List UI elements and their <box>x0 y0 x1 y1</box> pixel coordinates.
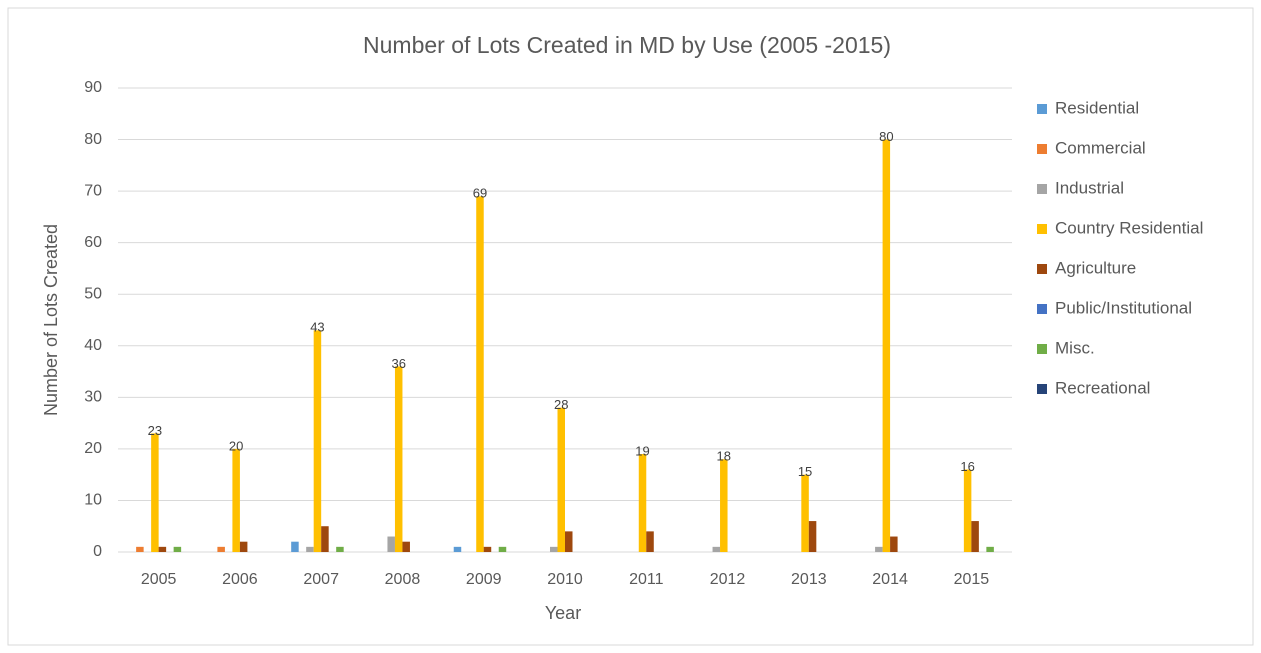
bar <box>387 536 395 552</box>
x-tick-label: 2009 <box>466 571 502 588</box>
legend-label: Misc. <box>1055 338 1095 357</box>
x-tick-label: 2011 <box>629 571 664 588</box>
bar <box>173 546 182 552</box>
x-tick-label: 2006 <box>222 571 258 588</box>
data-label: 69 <box>473 186 487 201</box>
legend-swatch <box>1037 104 1047 114</box>
x-tick-label: 2008 <box>385 571 421 588</box>
bar <box>394 366 403 552</box>
legend-label: Commercial <box>1055 138 1146 157</box>
bar <box>963 469 972 552</box>
bar <box>557 407 565 552</box>
bar <box>890 536 898 552</box>
bar <box>151 433 159 552</box>
data-label: 16 <box>960 459 974 474</box>
y-axis-label: Number of Lots Created <box>41 224 61 416</box>
x-tick-label: 2005 <box>141 571 177 588</box>
y-tick-label: 50 <box>84 285 102 302</box>
legend-label: Residential <box>1055 98 1139 117</box>
x-tick-label: 2010 <box>547 571 583 588</box>
bar <box>646 531 654 552</box>
legend-label: Country Residential <box>1055 218 1203 237</box>
bar <box>498 546 507 552</box>
chart-title: Number of Lots Created in MD by Use (200… <box>363 32 891 58</box>
y-tick-label: 0 <box>93 543 102 560</box>
data-label: 28 <box>554 397 568 412</box>
bar <box>402 541 410 552</box>
bar <box>158 546 167 552</box>
bar <box>217 546 225 552</box>
y-tick-label: 60 <box>84 234 102 251</box>
data-label: 15 <box>798 464 812 479</box>
bar <box>712 546 721 552</box>
bar <box>313 330 322 552</box>
y-tick-label: 10 <box>84 492 102 509</box>
bar <box>638 454 647 552</box>
legend-swatch <box>1037 264 1047 274</box>
legend-swatch <box>1037 344 1047 354</box>
y-tick-label: 80 <box>84 131 102 148</box>
bar <box>882 139 891 553</box>
data-label: 23 <box>148 423 162 438</box>
bar <box>453 546 462 552</box>
legend-swatch <box>1037 144 1047 154</box>
y-tick-label: 90 <box>84 79 102 96</box>
y-tick-label: 30 <box>84 389 102 406</box>
bar <box>336 546 344 552</box>
bar <box>136 546 144 552</box>
bar <box>971 521 979 552</box>
x-tick-label: 2015 <box>954 571 990 588</box>
bar <box>550 546 558 552</box>
bar <box>232 448 240 552</box>
bar <box>321 526 329 552</box>
bar <box>808 521 817 552</box>
bar <box>720 459 728 552</box>
y-tick-label: 40 <box>84 337 102 354</box>
legend-swatch <box>1037 304 1047 314</box>
legend-label: Public/Institutional <box>1055 298 1192 317</box>
data-label: 20 <box>229 438 243 453</box>
chart-border <box>7 7 1254 646</box>
x-tick-label: 2012 <box>710 571 746 588</box>
bar <box>291 541 299 552</box>
legend-label: Recreational <box>1055 378 1150 397</box>
bar <box>986 546 994 552</box>
x-tick-label: 2007 <box>303 571 339 588</box>
legend-label: Industrial <box>1055 178 1124 197</box>
y-tick-label: 20 <box>84 440 102 457</box>
legend-swatch <box>1037 384 1047 394</box>
x-axis-label: Year <box>545 603 581 623</box>
bar <box>565 531 573 552</box>
y-tick-label: 70 <box>84 182 102 199</box>
bar <box>239 541 248 552</box>
bar <box>875 546 883 552</box>
legend-swatch <box>1037 224 1047 234</box>
bar <box>483 546 492 552</box>
bar <box>801 474 809 552</box>
legend-swatch <box>1037 184 1047 194</box>
data-label: 36 <box>391 356 405 371</box>
bar <box>306 546 314 552</box>
legend-label: Agriculture <box>1055 258 1136 277</box>
data-label: 80 <box>879 129 893 144</box>
data-label: 43 <box>310 320 324 335</box>
data-label: 18 <box>717 449 731 464</box>
bar <box>476 196 484 552</box>
data-label: 19 <box>635 443 649 458</box>
x-tick-label: 2014 <box>872 571 908 588</box>
x-tick-label: 2013 <box>791 571 827 588</box>
